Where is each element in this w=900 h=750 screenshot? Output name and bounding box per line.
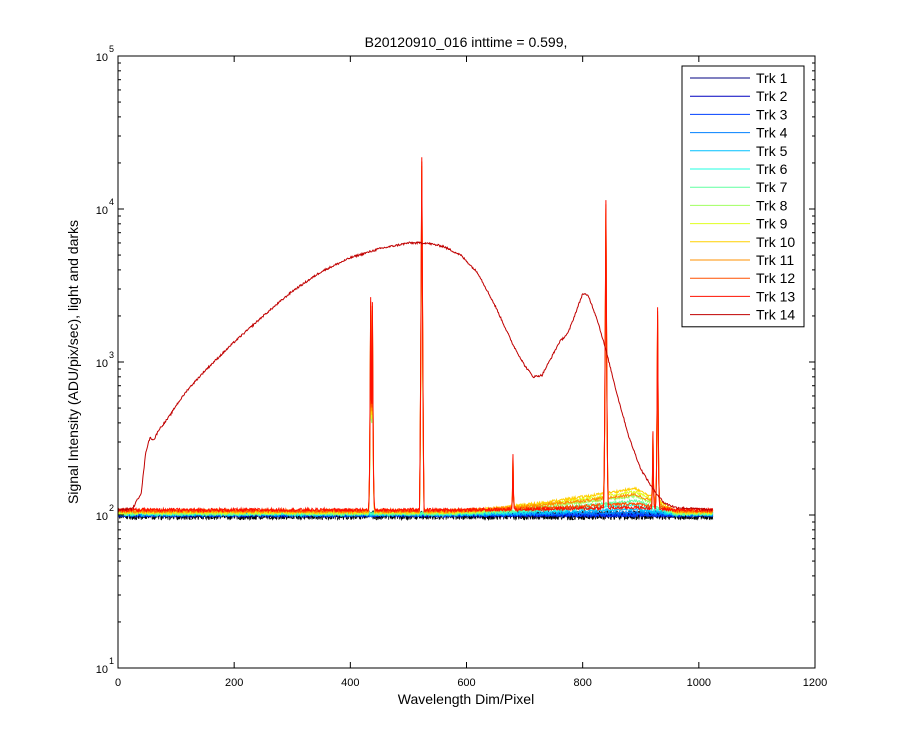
y-tick-exponent: 4 [109,197,114,207]
legend-label: Trk 9 [756,216,788,232]
chart-title: B20120910_016 inttime = 0.599, [365,34,568,50]
legend-label: Trk 1 [756,70,788,86]
y-axis-label: Signal Intensity (ADU/pix/sec), light an… [65,220,81,504]
legend-label: Trk 4 [756,125,788,141]
legend-label: Trk 13 [756,288,795,304]
legend-label: Trk 10 [756,234,795,250]
y-tick-label: 10 [96,664,108,676]
y-tick-exponent: 2 [109,503,114,513]
y-tick-label: 10 [96,52,108,64]
legend-box [681,65,805,328]
series-line-trk-14 [117,241,713,512]
x-tick-label: 400 [341,677,359,689]
y-tick-label: 10 [96,205,108,217]
legend-label: Trk 2 [756,88,788,104]
legend-label: Trk 12 [756,270,795,286]
y-tick-exponent: 1 [109,656,114,666]
series-line-trk-13 [117,157,714,514]
x-axis: 0 200 400 600 800 1000 1200 [115,56,827,689]
y-tick-exponent: 5 [109,44,114,54]
y-tick-label: 10 [96,358,108,370]
x-tick-label: 0 [115,677,121,689]
legend-label: Trk 3 [756,106,788,122]
legend-label: Trk 5 [756,143,788,159]
x-tick-label: 600 [457,677,475,689]
y-tick-label: 10 [96,511,108,523]
x-tick-label: 800 [573,677,591,689]
x-tick-label: 200 [225,677,243,689]
legend-label: Trk 7 [756,179,788,195]
y-tick-exponent: 3 [109,350,114,360]
x-tick-label: 1200 [803,677,827,689]
legend-label: Trk 11 [756,252,794,268]
legend: Trk 1 Trk 2 Trk 3 Trk 4 Trk 5 Trk 6 Trk 7 Trk 8… [681,65,805,328]
plot-content [117,157,714,522]
x-tick-label: 1000 [687,677,711,689]
legend-label: Trk 8 [756,197,788,213]
legend-label: Trk 14 [756,307,795,323]
legend-label: Trk 6 [756,161,788,177]
x-axis-label: Wavelength Dim/Pixel [398,691,534,707]
series-line-trk-10 [117,170,714,516]
